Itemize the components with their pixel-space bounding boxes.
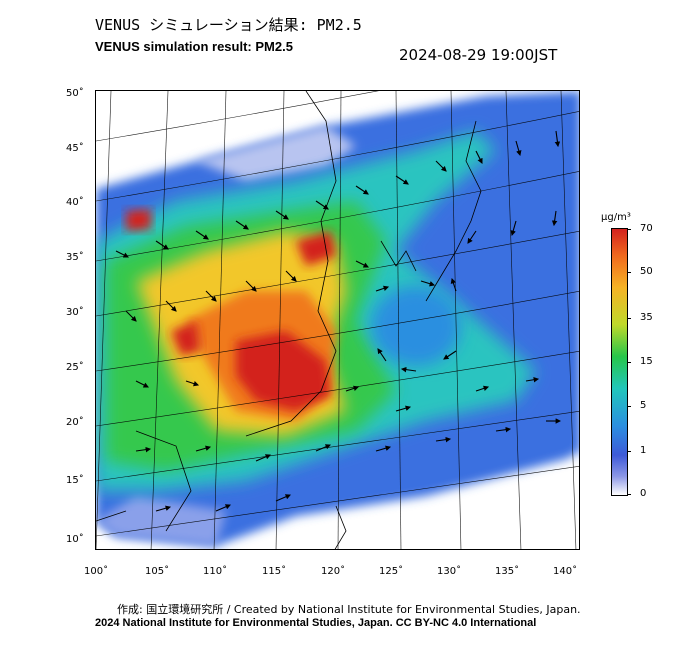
lat-label-10: 10˚ xyxy=(66,534,84,545)
lon-label-115: 115˚ xyxy=(262,566,287,577)
colorbar-label-0: 0 xyxy=(640,488,647,499)
colorbar-label-50: 50 xyxy=(640,266,653,277)
concentration-field xyxy=(96,91,579,549)
pm25-map xyxy=(95,90,580,550)
lat-label-40: 40˚ xyxy=(66,197,84,208)
credit-line-1: 作成: 国立環境研究所 / Created by National Instit… xyxy=(117,603,581,616)
wind-vectors xyxy=(115,130,562,512)
colorbar-label-5: 5 xyxy=(640,400,647,411)
lat-label-25: 25˚ xyxy=(66,362,84,373)
lon-label-105: 105˚ xyxy=(145,566,170,577)
lat-label-15: 15˚ xyxy=(66,475,84,486)
credit-line-2: 2024 National Institute for Environmenta… xyxy=(95,617,537,629)
colorbar-label-1: 1 xyxy=(640,445,647,456)
colorbar-label-35: 35 xyxy=(640,312,653,323)
lat-label-50: 50˚ xyxy=(66,88,84,99)
lon-label-130: 130˚ xyxy=(437,566,462,577)
colorbar xyxy=(611,228,628,496)
title-japanese: VENUS シミュレーション結果: PM2.5 xyxy=(95,16,362,34)
lon-label-120: 120˚ xyxy=(321,566,346,577)
title-english: VENUS simulation result: PM2.5 xyxy=(95,39,293,54)
forecast-datetime: 2024-08-29 19:00JST xyxy=(399,46,558,64)
lat-label-35: 35˚ xyxy=(66,252,84,263)
lat-label-30: 30˚ xyxy=(66,307,84,318)
colorbar-label-15: 15 xyxy=(640,356,653,367)
lon-label-100: 100˚ xyxy=(84,566,109,577)
lat-label-45: 45˚ xyxy=(66,143,84,154)
colorbar-unit: μg/m³ xyxy=(601,212,631,223)
lon-label-140: 140˚ xyxy=(553,566,578,577)
lat-label-20: 20˚ xyxy=(66,417,84,428)
lon-label-135: 135˚ xyxy=(495,566,520,577)
colorbar-label-70: 70 xyxy=(640,223,653,234)
lon-label-125: 125˚ xyxy=(379,566,404,577)
lon-label-110: 110˚ xyxy=(203,566,228,577)
